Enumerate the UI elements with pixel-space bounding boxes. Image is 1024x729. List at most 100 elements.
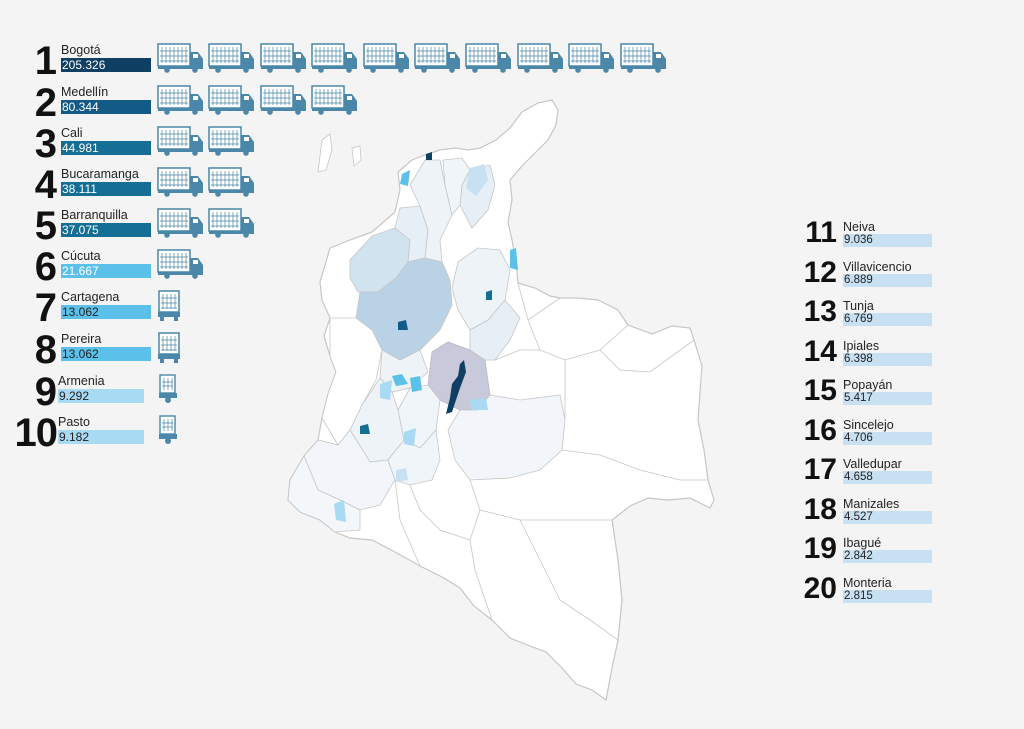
ranking-row-6: 6 Cúcuta 21.667 [0,245,480,289]
rank-number: 12 [803,255,837,289]
highlight-pasto [334,500,346,522]
truck-icon [414,43,462,78]
city-name: Bogotá [61,43,101,57]
value-bar: 2.815 [843,589,932,603]
ranking-row-5: 5 Barranquilla 37.075 [0,204,480,248]
truck-icon [157,167,205,202]
region-magdalena [442,157,471,216]
ranking-row-15: 15 Popayán 5.417 [800,374,940,414]
rank-number: 3 [34,122,57,166]
city-name: Manizales [843,496,900,511]
highlight-bucaramanga [486,290,492,300]
rank-number: 11 [805,216,837,249]
truck-icon [157,85,205,120]
truck-icon [157,290,183,327]
value-bar: 13.062 [61,347,151,361]
rank-number: 1 [34,39,57,83]
value-bar: 9.036 [843,234,932,247]
rank-number: 17 [803,453,837,486]
highlight-barranquilla [400,170,410,186]
value-bar: 80.344 [61,100,151,114]
truck-icon [208,167,256,202]
san-andres-island [317,133,333,173]
city-name: Cartagena [61,290,120,304]
rank-number: 9 [34,370,57,414]
rank-number: 15 [803,374,837,407]
value-bar: 4.706 [843,431,932,445]
ranking-row-16: 16 Sincelejo 4.706 [800,414,940,454]
city-name: Monteria [843,575,892,590]
highlight-neiva [380,380,392,400]
region-boyaca [469,299,521,361]
truck-icon [157,415,179,450]
highlight-barranquilla-dark [426,152,432,160]
rank-number: 5 [34,204,57,248]
rank-number: 10 [14,411,58,455]
rank-number: 7 [34,286,57,330]
truck-icon [208,208,256,243]
truck-icon [311,43,359,78]
city-name: Armenia [58,374,105,388]
truck-icon [362,43,411,78]
city-name: Cúcuta [61,249,101,263]
ranking-row-12: 12 Villavicencio 6.889 [800,256,940,296]
truck-icon [157,43,205,78]
city-name: Ibagué [843,536,882,550]
region-cauca [303,429,396,511]
ranking-row-13: 13 Tunja 6.769 [800,295,940,335]
value-bar: 5.417 [843,392,932,405]
value-bar: 37.075 [61,223,151,237]
truck-icon [157,374,179,409]
value-bar: 38.111 [61,182,151,196]
truck-icon [157,126,205,161]
rank-number: 20 [803,571,837,605]
value-bar: 6.398 [843,352,932,366]
truck-icon [157,332,183,369]
city-name: Medellín [61,85,109,99]
rank-number: 4 [34,163,57,207]
highlight-ibague [404,428,416,446]
rank-number: 2 [34,81,57,125]
value-bar: 6.889 [843,273,932,287]
ranking-row-1: 1 Bogotá 205.326 [0,39,666,83]
city-name: Villavicencio [843,259,912,274]
rank-number: 13 [803,295,837,328]
city-name: Pereira [61,332,102,346]
truck-icon [311,85,359,120]
value-bar: 13.062 [61,305,151,319]
rank-number: 18 [803,492,837,526]
city-name: Cali [61,126,83,140]
value-bar: 4.527 [843,510,932,524]
value-bar: 44.981 [61,141,151,155]
ranking-row-9: 9 Armenia 9.292 [0,370,480,414]
rank-number: 6 [34,245,57,289]
value-bar: 21.667 [61,264,151,278]
value-bar: 205.326 [61,58,151,72]
city-name: Popayán [843,378,893,392]
city-name: Ipiales [843,338,880,353]
highlight-santa-marta [466,164,488,196]
truck-icon [157,249,205,284]
ranking-row-17: 17 Valledupar 4.658 [800,453,940,493]
ranking-row-4: 4 Bucaramanga 38.111 [0,163,480,207]
city-name: Barranquilla [61,208,128,222]
rank-number: 16 [803,413,837,447]
ranking-row-14: 14 Ipiales 6.398 [800,335,940,375]
city-name: Tunja [843,299,874,313]
city-name: Neiva [843,220,875,234]
highlight-popayan [396,468,408,482]
truck-icon [157,208,205,243]
highlight-bogota [446,360,466,414]
truck-icon [208,43,256,78]
ranking-row-20: 20 Monteria 2.815 [800,572,940,612]
value-bar: 2.842 [843,550,932,563]
truck-icon [208,85,256,120]
truck-icon [517,43,565,78]
rank-number: 19 [803,532,837,565]
internal-borders [394,282,708,641]
ranking-row-18: 18 Manizales 4.527 [800,493,940,533]
truck-icon [260,43,308,78]
city-name: Bucaramanga [61,167,139,181]
highlight-armenia [410,376,422,392]
